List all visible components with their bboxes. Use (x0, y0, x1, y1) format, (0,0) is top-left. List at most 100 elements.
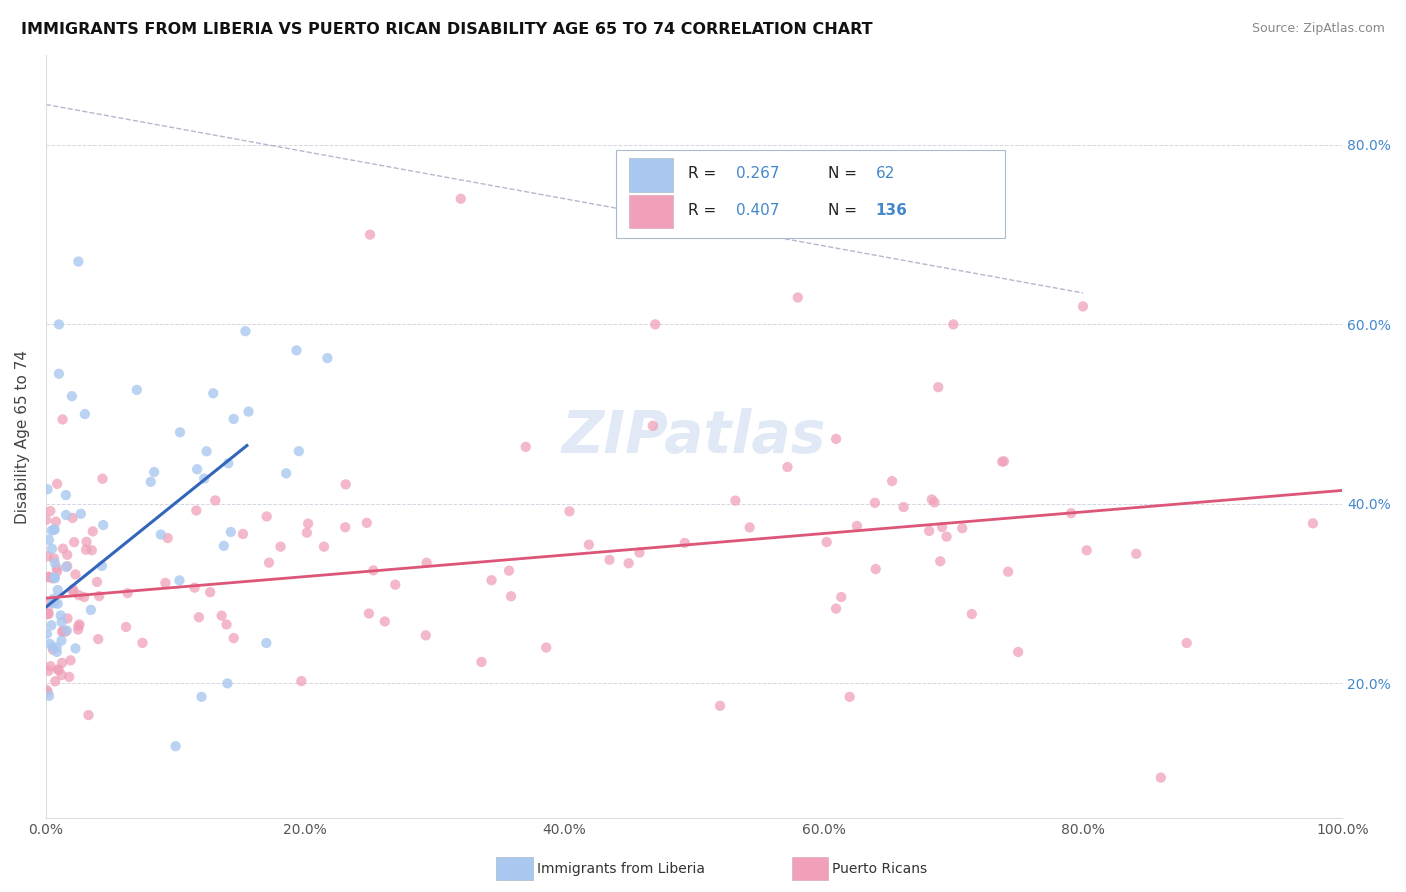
Point (41, 541, 63, 556)
Point (1150, 771, 1173, 785)
Point (202, 386, 225, 401)
Point (56, 624, 79, 638)
Point (73, 407, 96, 421)
Point (37, 570, 59, 584)
Point (37, 685, 59, 699)
Point (48, 663, 70, 677)
Point (470, 655, 492, 669)
Point (169, 574, 191, 588)
Point (481, 573, 503, 587)
Point (644, 318, 666, 332)
Point (290, 674, 312, 689)
Point (815, 535, 838, 549)
Text: N =: N = (828, 166, 862, 181)
Point (65, 567, 87, 582)
Point (67, 619, 90, 633)
Point (599, 553, 621, 567)
Point (42, 591, 65, 606)
Point (534, 640, 557, 655)
Point (56, 548, 79, 562)
Point (35, 683, 58, 698)
Point (41, 571, 63, 585)
Point (55, 488, 77, 502)
Point (931, 520, 953, 534)
Point (617, 556, 640, 570)
Point (76, 534, 98, 549)
Point (222, 631, 245, 645)
Point (60, 389, 83, 403)
Point (42, 596, 65, 610)
Point (63, 535, 86, 549)
Point (149, 527, 172, 541)
Point (117, 586, 139, 600)
Point (65, 641, 87, 656)
Text: IMMIGRANTS FROM LIBERIA VS PUERTO RICAN DISABILITY AGE 65 TO 74 CORRELATION CHAR: IMMIGRANTS FROM LIBERIA VS PUERTO RICAN … (21, 22, 873, 37)
Point (35, 513, 58, 527)
Point (69, 507, 91, 521)
Text: Immigrants from Liberia: Immigrants from Liberia (537, 862, 704, 876)
Point (44, 523, 66, 537)
Point (724, 493, 747, 508)
Point (56, 611, 79, 625)
Point (186, 462, 208, 476)
Point (709, 698, 731, 713)
Point (86, 574, 108, 589)
Point (37, 596, 59, 610)
Point (558, 504, 581, 518)
Point (297, 516, 319, 531)
Point (993, 454, 1015, 468)
Text: 0.267: 0.267 (735, 166, 779, 181)
Point (45, 515, 67, 529)
Point (52, 541, 75, 556)
Point (52, 624, 75, 638)
Point (55, 560, 77, 574)
Point (165, 739, 187, 754)
Point (863, 496, 886, 510)
Point (1007, 645, 1029, 659)
Point (415, 628, 437, 642)
Text: 62: 62 (876, 166, 896, 181)
Point (77, 708, 100, 723)
Point (46, 476, 69, 491)
Point (738, 520, 761, 534)
Point (39, 504, 62, 518)
Point (37, 605, 59, 619)
Point (143, 465, 166, 479)
Point (256, 509, 278, 524)
Point (628, 545, 651, 559)
Point (374, 615, 396, 629)
Point (825, 432, 848, 446)
Point (295, 525, 318, 540)
Point (776, 460, 799, 475)
Point (90, 558, 112, 573)
Point (35, 607, 58, 622)
Point (37, 483, 59, 497)
Point (73, 590, 96, 604)
Point (35, 627, 58, 641)
Point (361, 563, 384, 577)
Point (997, 565, 1019, 579)
Point (384, 577, 406, 591)
Point (578, 538, 600, 552)
Point (52, 412, 75, 426)
Point (41, 640, 63, 655)
Point (91, 472, 114, 486)
Point (215, 617, 238, 632)
Point (515, 440, 537, 454)
Point (45, 561, 67, 575)
Point (235, 324, 257, 338)
Point (42, 642, 65, 657)
Point (46, 565, 69, 579)
Point (927, 380, 949, 394)
Point (131, 636, 153, 650)
Point (335, 477, 357, 491)
Point (786, 290, 808, 304)
Point (865, 562, 887, 576)
FancyBboxPatch shape (630, 158, 673, 192)
Point (211, 608, 233, 623)
Point (62, 511, 84, 525)
Point (921, 492, 943, 507)
Point (187, 610, 209, 624)
Point (45, 645, 67, 659)
Point (193, 471, 215, 485)
